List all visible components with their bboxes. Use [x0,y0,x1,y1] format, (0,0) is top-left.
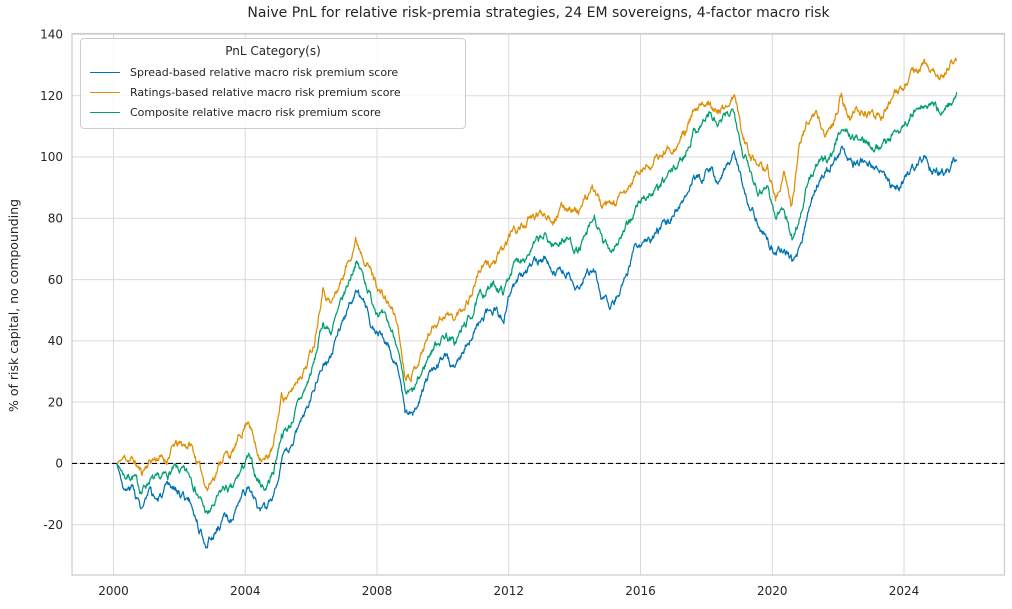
axes-spines [71,32,1006,576]
legend-line-swatch-icon [90,71,120,73]
series-line-spread [116,145,958,549]
legend-line-swatch-icon [90,111,120,113]
y-tick-label: 20 [48,395,63,409]
x-tick-label: 2004 [230,584,261,598]
y-tick-label: 0 [55,457,63,471]
y-tick-label: 80 [48,211,63,225]
legend-entry-label: Spread-based relative macro risk premium… [130,65,399,79]
legend-title: PnL Category(s) [225,44,321,58]
x-tick-label: 2016 [625,584,656,598]
x-tick-label: 2024 [889,584,920,598]
y-tick-label: 140 [40,28,63,42]
y-tick-label: 60 [48,273,63,287]
legend-entry: Spread-based relative macro risk premium… [81,62,465,82]
x-tick-label: 2000 [98,584,129,598]
y-tick-label: 100 [40,150,63,164]
legend: PnL Category(s) Spread-based relative ma… [80,38,466,129]
y-tick-label: 120 [40,89,63,103]
legend-entry: Composite relative macro risk premium sc… [81,102,465,122]
y-tick-label: -20 [43,518,63,532]
legend-entry-label: Ratings-based relative macro risk premiu… [130,85,401,99]
legend-line-swatch-icon [90,91,120,93]
x-tick-label: 2008 [362,584,393,598]
x-tick-label: 2020 [757,584,788,598]
series-line-ratings [116,57,958,492]
legend-entry: Ratings-based relative macro risk premiu… [81,82,465,102]
chart-title: Naive PnL for relative risk-premia strat… [247,5,830,21]
series-line-composite [116,92,958,515]
x-tick-label: 2012 [493,584,524,598]
y-tick-label: 40 [48,334,63,348]
legend-entry-label: Composite relative macro risk premium sc… [130,105,381,119]
